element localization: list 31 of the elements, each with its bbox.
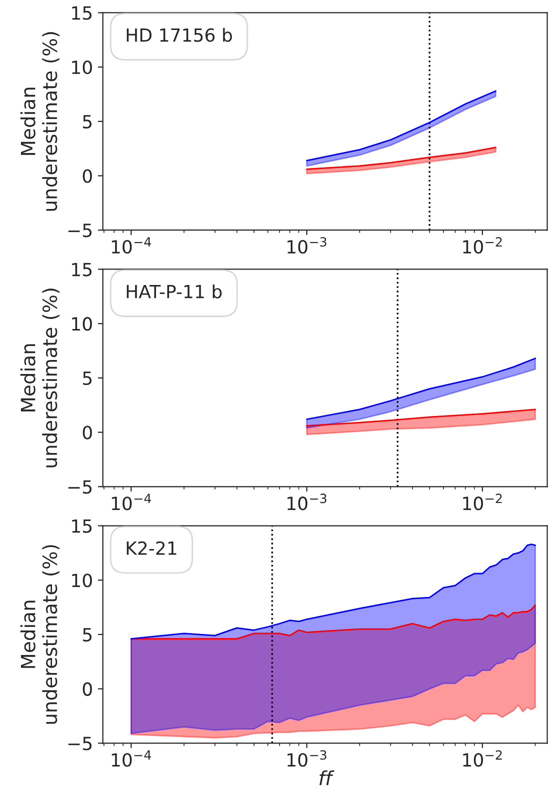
y-axis-title: Median underestimate (%) <box>20 545 60 724</box>
legend-title: HAT-P-11 b <box>126 284 222 298</box>
x-tick-label: 10$^{−4}$ <box>112 494 152 510</box>
x-tick-label: 10$^{−2}$ <box>463 750 502 767</box>
y-tick-label: −5 <box>68 480 92 494</box>
y-axis-title: Median underestimate (%) <box>20 32 60 211</box>
x-tick-label: 10$^{−2}$ <box>463 494 502 510</box>
x-axis-title: ff <box>320 770 334 786</box>
y-tick-label: 0 <box>82 426 92 440</box>
y-axis-title: Median underestimate (%) <box>20 288 60 468</box>
x-tick-label: 10$^{−4}$ <box>112 750 152 767</box>
y-tick-label: 5 <box>83 628 92 642</box>
y-tick-label: 5 <box>83 115 92 129</box>
y-tick-label: 0 <box>82 169 92 183</box>
y-tick-label: 0 <box>82 682 92 696</box>
y-tick-label: 10 <box>72 574 92 588</box>
x-tick-label: 10$^{−3}$ <box>288 237 326 254</box>
y-tick-label: 15 <box>72 519 92 533</box>
x-tick-label: 10$^{−3}$ <box>288 750 326 767</box>
y-tick-label: 15 <box>72 262 92 276</box>
legend-title: HD 17156 b <box>126 28 232 42</box>
y-tick-label: 10 <box>72 317 92 331</box>
y-tick-label: −5 <box>68 736 92 750</box>
x-tick-label: 10$^{−2}$ <box>463 237 502 254</box>
y-tick-label: −5 <box>68 224 92 238</box>
legend-title: K2-21 <box>126 541 176 555</box>
y-tick-label: 10 <box>72 60 92 74</box>
x-tick-label: 10$^{−4}$ <box>112 237 152 254</box>
x-tick-label: 10$^{−3}$ <box>288 494 326 510</box>
y-tick-label: 15 <box>72 6 92 20</box>
y-tick-label: 5 <box>83 372 92 386</box>
